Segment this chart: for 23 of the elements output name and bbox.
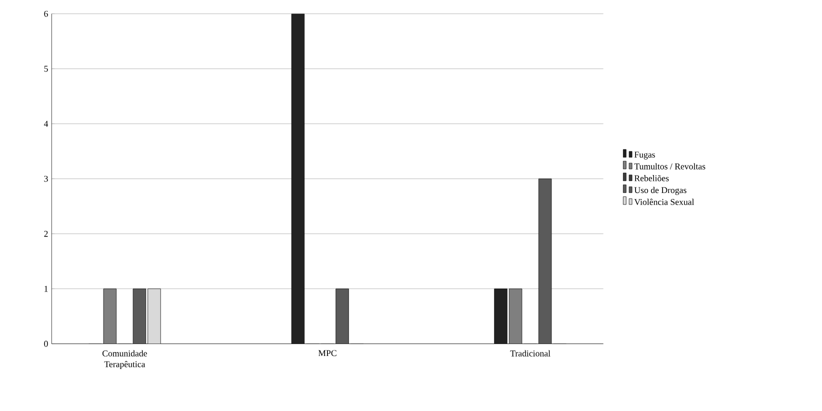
bar	[133, 288, 146, 344]
legend-label: Uso de Drogas	[634, 187, 686, 196]
y-tick-label: 1	[44, 286, 48, 292]
bar	[508, 288, 522, 344]
y-tick-label: 6	[44, 10, 48, 17]
y-tick-label: 0	[44, 340, 48, 347]
x-tick-label: Comunidade Terapêutica	[102, 350, 147, 370]
bar	[104, 288, 116, 344]
bar	[336, 288, 349, 344]
x-tick-label: MPC	[318, 350, 336, 356]
y-tick-label: 4	[44, 120, 48, 127]
bar	[292, 14, 304, 344]
legend-label: Violência Sexual	[634, 198, 694, 206]
legend-label: Rebeliões	[634, 175, 669, 182]
y-tick-label: 5	[44, 66, 48, 72]
legend-label: Tumultos / Revoltas	[634, 163, 706, 170]
bar	[494, 288, 508, 344]
y-tick-label: 3	[44, 176, 48, 182]
bar	[148, 288, 161, 344]
x-tick-label: Tradicional	[510, 350, 550, 357]
bar	[538, 178, 552, 344]
y-tick-label: 2	[44, 230, 48, 237]
legend-label: Fugas	[634, 152, 655, 160]
